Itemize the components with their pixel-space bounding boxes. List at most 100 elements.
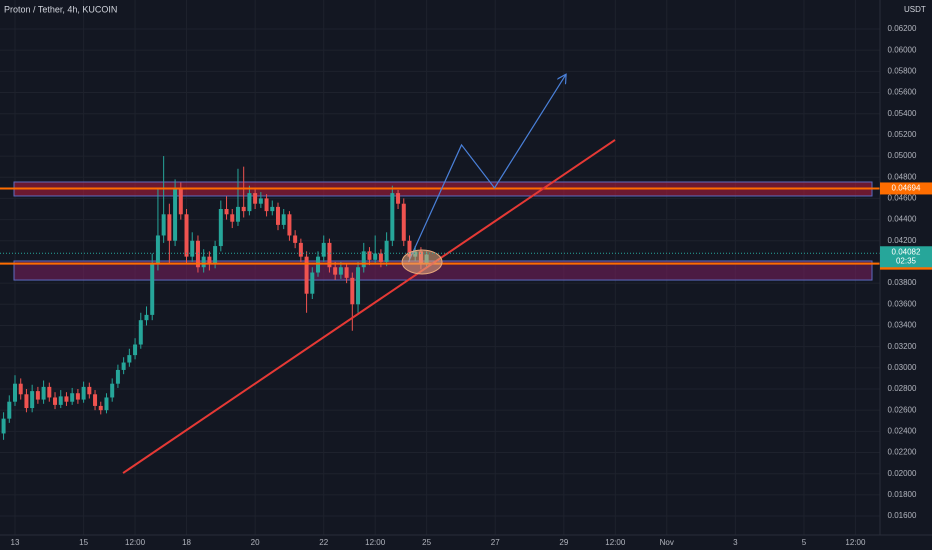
candle-body [270, 206, 275, 212]
candle-body [213, 246, 218, 265]
candle-body [110, 383, 115, 398]
candle-body [344, 267, 349, 278]
candle-body [367, 251, 372, 260]
candle-body [253, 193, 258, 204]
y-tick-label: 0.03800 [888, 278, 917, 287]
candle-body [133, 344, 138, 356]
candle-body [241, 206, 246, 212]
y-tick-label: 0.05000 [888, 151, 917, 160]
y-tick-label: 0.06000 [888, 45, 917, 54]
candle-body [138, 320, 143, 345]
candle-body [230, 214, 235, 222]
candle-body [98, 405, 103, 411]
price-zone [13, 260, 873, 281]
candle-body [121, 362, 126, 370]
highlight-ellipse [401, 249, 443, 275]
x-tick-label: 20 [251, 538, 260, 547]
candle-body [127, 355, 132, 363]
candle-body [93, 394, 98, 406]
candle-body [310, 272, 315, 294]
x-tick-label: Nov [660, 538, 674, 547]
candle-body [75, 393, 80, 400]
y-tick-label: 0.05800 [888, 66, 917, 75]
candle-body [207, 256, 212, 265]
y-tick-label: 0.04400 [888, 215, 917, 224]
x-tick-label: 27 [491, 538, 500, 547]
candle-body [64, 396, 69, 402]
candle-body [224, 209, 229, 215]
y-tick-label: 0.06200 [888, 24, 917, 33]
candle-body [338, 267, 343, 275]
y-tick-label: 0.04600 [888, 194, 917, 203]
candle-body [53, 397, 58, 405]
candle-body [218, 209, 223, 247]
candle-body [373, 253, 378, 260]
candle-body [247, 193, 252, 212]
grid [0, 0, 880, 535]
y-tick-label: 0.03400 [888, 321, 917, 330]
x-tick-label: 12:00 [365, 538, 386, 547]
candle-body [7, 401, 12, 419]
x-tick-label: 3 [733, 538, 738, 547]
candle-body [161, 214, 166, 236]
candle-body [361, 251, 366, 268]
level-tag [880, 182, 932, 195]
last-price-label: 0.04082 [892, 247, 921, 256]
price-axis [880, 0, 932, 550]
x-tick-label: 13 [11, 538, 20, 547]
candle-body [401, 203, 406, 241]
y-tick-label: 0.05400 [888, 109, 917, 118]
candles [1, 156, 429, 440]
y-tick-label: 0.02200 [888, 448, 917, 457]
y-tick-label: 0.05200 [888, 130, 917, 139]
candle-body [115, 369, 120, 384]
y-tick-label: 0.02600 [888, 405, 917, 414]
x-tick-label: 22 [319, 538, 328, 547]
candle-body [13, 383, 18, 402]
y-tick-label: 0.05600 [888, 88, 917, 97]
currency-label: USDT [904, 5, 926, 14]
x-tick-label: 15 [79, 538, 88, 547]
candle-body [275, 206, 280, 225]
candle-body [195, 240, 200, 268]
x-tick-label: 12:00 [125, 538, 146, 547]
x-tick-label: 5 [802, 538, 807, 547]
candle-body [173, 187, 178, 241]
y-tick-label: 0.02000 [888, 469, 917, 478]
candle-body [150, 264, 155, 315]
candle-body [304, 256, 309, 294]
candle-body [87, 386, 92, 395]
x-tick-label: 12:00 [605, 538, 626, 547]
x-tick-label: 29 [559, 538, 568, 547]
candle-body [184, 214, 189, 257]
candle-body [407, 240, 412, 257]
candle-body [178, 187, 183, 215]
candle-body [235, 206, 240, 222]
candle-body [390, 193, 395, 241]
candle-body [201, 256, 206, 268]
y-tick-label: 0.03200 [888, 342, 917, 351]
candle-body [24, 394, 29, 409]
candle-body [327, 242, 332, 268]
x-tick-label: 12:00 [845, 538, 866, 547]
candle-body [384, 240, 389, 262]
candle-body [47, 386, 52, 398]
y-tick-label: 0.04800 [888, 172, 917, 181]
countdown-label: 02:35 [896, 256, 917, 265]
candle-body [81, 386, 86, 400]
last-price-tag [880, 246, 932, 268]
candle-body [321, 242, 326, 257]
candle-body [35, 391, 40, 400]
candle-body [350, 277, 355, 305]
candle-body [58, 396, 63, 405]
projection-arrow [407, 75, 565, 263]
y-tick-label: 0.03000 [888, 363, 917, 372]
candle-body [18, 383, 23, 395]
candle-body [264, 198, 269, 212]
y-tick-label: 0.04200 [888, 236, 917, 245]
x-tick-label: 25 [422, 538, 431, 547]
axes: 0.01600 0.01800 0.02000 0.02200 0.02400 0.026… [11, 24, 917, 547]
y-tick-label: 0.02800 [888, 384, 917, 393]
